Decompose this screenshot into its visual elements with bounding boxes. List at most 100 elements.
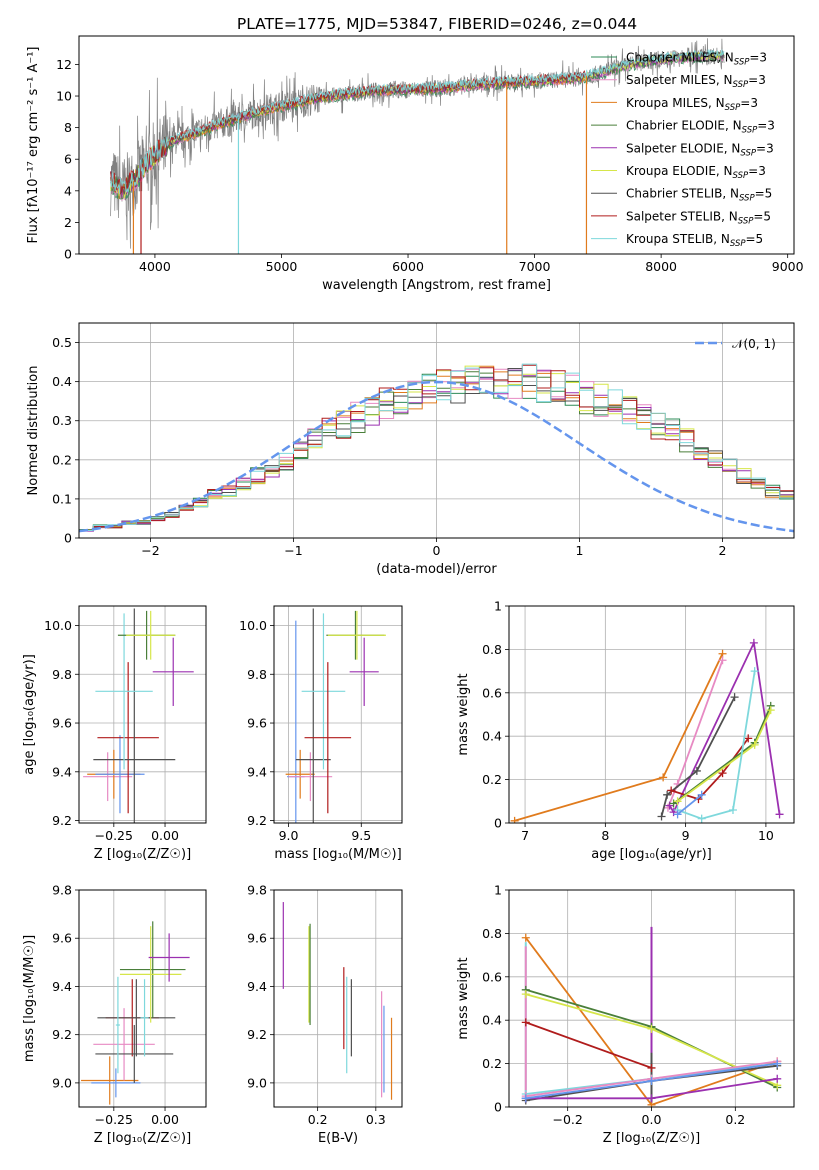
x-tick-label: 0 <box>433 543 441 558</box>
legend-label: Salpeter ELODIE, NSSP=3 <box>626 141 774 158</box>
x-tick-label: 7000 <box>519 259 551 274</box>
legend-label: Salpeter MILES, NSSP=3 <box>626 73 766 90</box>
x-tick-label: 0.2 <box>725 1112 745 1127</box>
x-tick-label: 6000 <box>392 259 424 274</box>
y-tick-label: 0.2 <box>482 1056 502 1071</box>
y-tick-label: 9.8 <box>52 667 72 682</box>
x-tick-label: 8 <box>601 828 609 843</box>
x-tick-label: −0.25 <box>95 1112 133 1127</box>
weight-marker <box>750 740 759 749</box>
errorbar-point <box>95 735 145 814</box>
mass-vs-EBV-panel-plot-area <box>282 902 393 1100</box>
y-tick-label: 10.0 <box>44 618 72 633</box>
weight-marker <box>659 773 668 782</box>
weight-line <box>677 670 756 820</box>
y-tick-label: 9.4 <box>247 764 267 779</box>
y-tick-label: 9.0 <box>52 1075 72 1090</box>
weight-marker <box>667 786 676 795</box>
weight-marker <box>647 1076 656 1085</box>
y-tick-label: 0 <box>494 816 502 831</box>
weight-marker <box>773 1059 782 1068</box>
weight-marker <box>521 933 530 942</box>
y-tick-label: 1 <box>494 599 502 614</box>
y-axis-label: mass weight <box>456 673 471 755</box>
weight-marker <box>521 1018 530 1027</box>
x-axis-label: E(B-V) <box>318 1131 358 1146</box>
mass-vs-EBV-panel: 0.2 0.3 9.0 9.2 9.4 9.6 9.8 E(B-V) <box>247 883 403 1146</box>
y-tick-label: 0.1 <box>52 491 72 506</box>
x-tick-label: 8000 <box>645 259 677 274</box>
weight-marker <box>744 734 753 743</box>
axes-frame <box>78 322 795 539</box>
y-axis-label: mass [log₁₀(M/M☉)] <box>22 935 37 1062</box>
legend-label: Kroupa STELIB, NSSP=5 <box>626 232 763 249</box>
weight-line <box>677 794 703 815</box>
histogram-step <box>79 368 794 531</box>
age-vs-Z-panel: −0.25 0.00 9.2 9.4 9.6 9.8 10.0 Z [log₁₀(Z/Z☉)]… <box>22 605 207 862</box>
y-tick-label: 8 <box>64 120 72 135</box>
y-tick-label: 9.4 <box>247 979 267 994</box>
y-tick-label: 0.8 <box>482 926 502 941</box>
weight-marker <box>521 1094 530 1103</box>
y-tick-label: 4 <box>64 183 72 198</box>
x-tick-label: 4000 <box>139 259 171 274</box>
weight-marker <box>647 1063 656 1072</box>
weight-marker <box>647 1094 656 1103</box>
y-tick-label: 1 <box>494 883 502 898</box>
age-vs-Z-panel-plot-area <box>83 608 194 823</box>
y-tick-label: 0.3 <box>52 413 72 428</box>
y-tick-label: 9.0 <box>247 1075 267 1090</box>
model-spectrum-line <box>110 51 725 200</box>
x-axis-label: age [log₁₀(age/yr)] <box>591 847 712 862</box>
x-tick-label: 1 <box>576 543 584 558</box>
y-tick-label: 9.2 <box>247 1027 267 1042</box>
y-tick-label: 9.6 <box>52 931 72 946</box>
x-tick-label: −1 <box>284 543 302 558</box>
errorbar-point <box>327 610 386 660</box>
spectrum-legend: Chabrier MILES, NSSP=3 Salpeter MILES, NS… <box>591 51 775 249</box>
y-tick-label: 9.2 <box>247 813 267 828</box>
errorbar-point <box>301 613 346 770</box>
errorbar-point <box>119 921 186 1018</box>
errorbar-point <box>93 1008 155 1081</box>
weight-marker <box>766 706 775 715</box>
panels: 4000 5000 6000 7000 8000 9000024681012wavelen… <box>22 35 804 1146</box>
y-tick-label: 9.2 <box>52 813 72 828</box>
errorbar-point <box>83 752 133 802</box>
x-axis-label: (data-model)/error <box>376 562 497 577</box>
y-tick-label: 9.8 <box>52 883 72 898</box>
legend-label: Kroupa MILES, NSSP=3 <box>626 96 758 113</box>
x-tick-label: 2 <box>719 543 727 558</box>
weight-line <box>668 639 781 815</box>
x-axis-label: wavelength [Angstrom, rest frame] <box>322 278 551 293</box>
weight-line <box>667 659 724 809</box>
y-tick-label: 0.4 <box>482 1013 502 1028</box>
y-tick-label: 0.8 <box>482 642 502 657</box>
weight-marker <box>673 797 682 806</box>
y-tick-label: 9.8 <box>247 883 267 898</box>
weight-marker <box>657 812 666 821</box>
legend-label: Chabrier MILES, NSSP=3 <box>626 51 767 68</box>
spectrum-plot-area <box>110 38 725 254</box>
weight-marker <box>697 814 706 823</box>
residuals-plot-area <box>79 363 794 533</box>
y-tick-label: 2 <box>64 215 72 230</box>
y-tick-label: 0 <box>64 247 72 262</box>
weight-marker <box>510 816 519 823</box>
errorbar-point <box>93 608 176 823</box>
y-tick-label: 0.5 <box>52 335 72 350</box>
errorbar-point <box>295 608 331 823</box>
weight-marker <box>750 667 759 676</box>
x-tick-label: 0.3 <box>366 1112 386 1127</box>
errorbar-point <box>95 1025 174 1083</box>
x-tick-label: 9 <box>682 828 690 843</box>
y-tick-label: 0.6 <box>482 685 502 700</box>
weight-line <box>660 696 736 817</box>
weight-marker <box>521 990 530 999</box>
axes-frame <box>78 35 795 255</box>
weight-marker <box>647 1024 656 1033</box>
x-tick-label: 0.2 <box>308 1112 328 1127</box>
errorbar-point <box>119 926 182 1023</box>
histogram-step <box>79 363 794 531</box>
